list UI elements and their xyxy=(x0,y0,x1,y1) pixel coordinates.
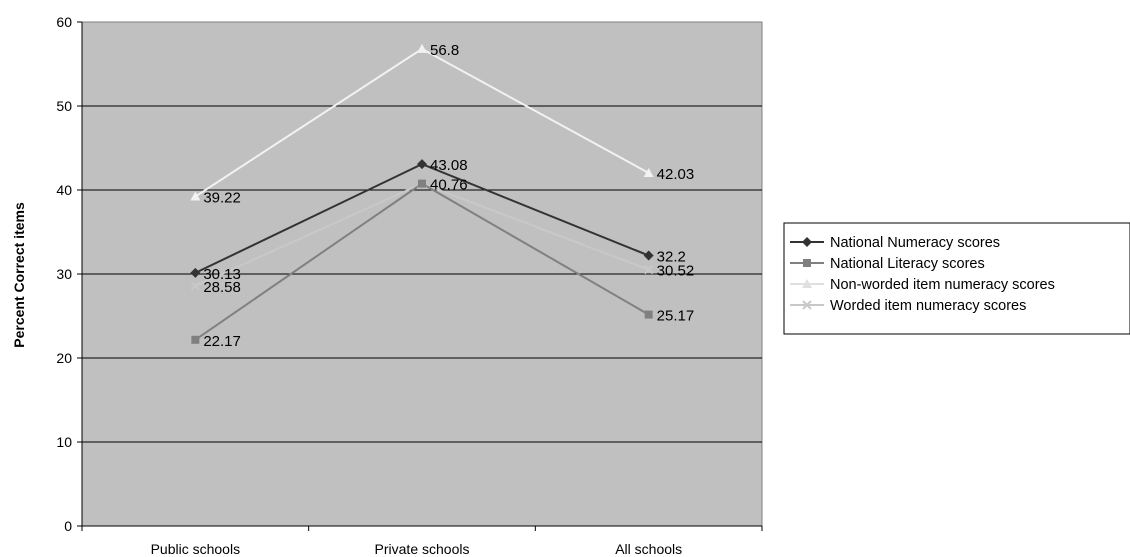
diamond-marker xyxy=(802,237,812,247)
data-label: 25.17 xyxy=(657,308,695,325)
legend-label: National Numeracy scores xyxy=(830,235,1000,251)
square-marker xyxy=(191,335,200,344)
y-tick-label: 0 xyxy=(64,518,72,534)
diamond-marker xyxy=(190,267,201,278)
data-label: 28.58 xyxy=(203,279,241,296)
series-markers xyxy=(190,43,654,344)
data-labels: 30.13 43.08 32.2 22.17 40.76 25.17 39.22 56.8 42… xyxy=(203,42,694,350)
legend-label: Worded item numeracy scores xyxy=(830,298,1026,314)
triangle-marker xyxy=(643,167,654,177)
data-label: 22.17 xyxy=(203,333,241,350)
x-marker-stroke xyxy=(802,300,812,310)
y-tick-label: 20 xyxy=(56,350,72,366)
x-marker-stroke xyxy=(190,281,201,291)
legend-item: National Literacy scores xyxy=(790,256,985,272)
data-label: 42.03 xyxy=(657,166,695,183)
square-marker xyxy=(418,179,426,188)
y-tick-label: 40 xyxy=(56,182,72,198)
data-label: 56.8 xyxy=(430,42,459,59)
square-marker xyxy=(644,310,653,319)
data-label: 30.13 xyxy=(203,266,241,283)
data-label: 32.2 xyxy=(657,249,686,266)
x-marker xyxy=(802,300,812,310)
diamond-marker xyxy=(643,250,654,261)
triangle-marker xyxy=(190,191,201,201)
x-marker xyxy=(643,264,654,275)
triangle-marker xyxy=(417,43,427,53)
square-marker xyxy=(803,259,811,267)
x-tick-labels: Public schools Private schools All schools xyxy=(151,541,683,557)
data-label: 30.52 xyxy=(657,263,695,280)
y-tick-label: 60 xyxy=(56,14,72,30)
data-label: 43.08 xyxy=(430,157,468,174)
axes xyxy=(77,21,763,531)
legend: National Numeracy scores National Literac… xyxy=(783,222,1130,335)
y-tick-label: 50 xyxy=(56,98,72,114)
data-label: 39.22 xyxy=(203,190,241,207)
y-axis-label: Percent Correct items xyxy=(11,202,27,348)
y-tick-label: 10 xyxy=(56,434,72,450)
triangle-marker xyxy=(802,279,812,288)
x-marker xyxy=(190,281,201,291)
data-label: 40.76 xyxy=(430,177,468,194)
y-tick-labels: 0 10 20 30 40 50 60 xyxy=(56,14,72,534)
legend-item: Non-worded item numeracy scores xyxy=(790,277,1055,293)
x-tick-label: Private schools xyxy=(375,541,470,557)
legend-items: National Numeracy scores National Literac… xyxy=(790,235,1055,314)
legend-label: Non-worded item numeracy scores xyxy=(830,277,1055,293)
diamond-marker xyxy=(417,159,427,170)
x-tick-label: Public schools xyxy=(151,541,241,557)
y-tick-label: 30 xyxy=(56,266,72,282)
x-tick-label: All schools xyxy=(615,541,682,557)
legend-item: Worded item numeracy scores xyxy=(790,298,1026,314)
legend-label: National Literacy scores xyxy=(830,256,985,272)
legend-box xyxy=(783,222,1130,335)
legend-item: National Numeracy scores xyxy=(790,235,1000,251)
x-marker-stroke xyxy=(643,264,654,275)
